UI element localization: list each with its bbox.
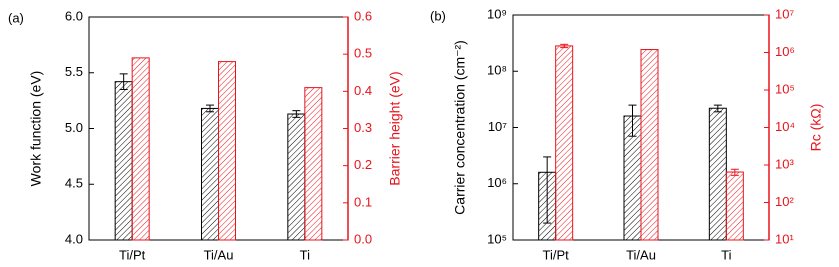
x-tick-label: Ti [300,247,310,262]
bar [287,113,306,241]
y2-tick-label: 0.3 [354,120,372,135]
y2-tick-label: 10⁴ [775,119,795,134]
y2-axis-label: Barrier height (eV) [387,71,403,185]
bar [218,61,236,241]
y2-tick-label: 0.2 [354,157,372,172]
bar [555,45,574,241]
x-tick-label: Ti/Pt [543,247,570,262]
y2-tick-label: 0.6 [354,8,372,23]
y-tick-label: 5.5 [65,64,83,79]
y2-tick-label: 0.0 [354,231,372,246]
x-tick-label: Ti/Au [204,247,234,262]
y-tick-label: 5.0 [65,120,83,135]
bar [304,87,323,241]
bar [131,57,150,241]
y2-tick-label: 10⁷ [775,6,794,21]
x-tick-label: Ti/Au [626,247,656,262]
y2-tick-label: 10² [775,194,794,209]
y2-tick-label: 0.5 [354,46,372,61]
y-tick-label: 10⁷ [488,119,507,134]
x-tick-label: Ti [721,247,731,262]
bar [640,49,659,241]
y2-tick-label: 10¹ [775,231,794,246]
panel-label: (a) [8,10,24,25]
x-tick-label: Ti/Pt [119,247,146,262]
y2-tick-label: 0.1 [354,194,372,209]
bar [114,81,133,241]
y2-tick-label: 10³ [775,156,794,171]
panel-label: (b) [430,8,446,23]
y-tick-label: 10⁸ [487,63,507,78]
y-tick-label: 10⁶ [487,175,507,190]
y-tick-label: 6.0 [65,8,83,23]
bar [201,107,219,241]
y-tick-label: 4.5 [65,176,83,191]
y-tick-label: 4.0 [65,231,83,246]
bar [708,107,727,241]
y2-tick-label: 10⁵ [775,81,795,96]
bar [725,171,744,241]
y-axis-label: Work function (eV) [28,71,44,187]
y2-tick-label: 10⁶ [775,44,795,59]
y-tick-label: 10⁹ [487,6,507,21]
y2-axis-label: Rc (kΩ) [808,104,824,152]
y-tick-label: 10⁵ [487,231,507,246]
y-axis-label: Carrier concentration (cm⁻²) [452,40,468,215]
y2-tick-label: 0.4 [354,83,372,98]
